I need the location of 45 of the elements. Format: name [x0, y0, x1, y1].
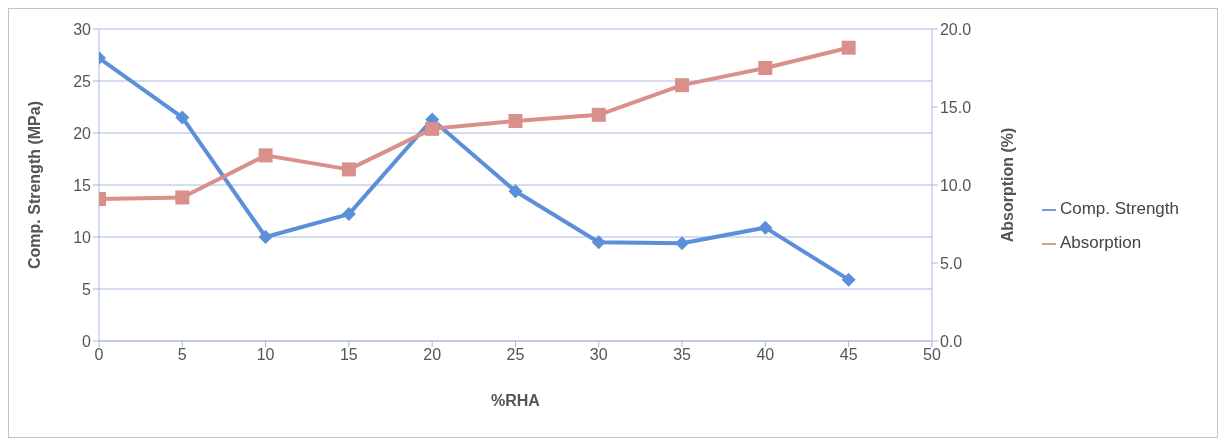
x-tick-label: 35	[673, 346, 692, 364]
y-tick-label: 0	[82, 332, 92, 350]
y-tick-label: 5	[82, 280, 92, 298]
x-tick-label: 10	[256, 346, 275, 364]
x-tick-label: 15	[339, 346, 358, 364]
y-tick-label: 30	[73, 20, 92, 38]
point	[758, 61, 773, 75]
point	[258, 148, 273, 163]
y-tick-label: 25	[73, 72, 92, 90]
point	[841, 40, 856, 55]
legend-label: Absorption	[1059, 233, 1142, 252]
x-tick-label: 20	[423, 346, 442, 364]
y2-tick-label: 5.0	[939, 254, 963, 272]
x-tick-label: 40	[756, 346, 775, 364]
x-tick-label: 5	[177, 346, 187, 364]
x-tick-label: 45	[839, 346, 858, 364]
point	[175, 110, 190, 125]
y-tick-label: 10	[73, 228, 92, 246]
y2-tick-label: 10.0	[939, 176, 972, 194]
y-axis-title: Comp. Strength (MPa)	[25, 101, 43, 269]
point	[841, 272, 856, 287]
point	[341, 162, 356, 177]
x-tick-label: 0	[94, 346, 104, 364]
point	[425, 121, 440, 136]
point	[508, 184, 523, 199]
y2-tick-label: 15.0	[939, 98, 972, 116]
y2-axis-title: Absorption (%)	[998, 127, 1016, 243]
point	[258, 230, 273, 244]
point	[341, 207, 356, 222]
x-tick-label: 25	[506, 346, 525, 364]
x-axis-title: %RHA	[491, 392, 541, 409]
point	[758, 220, 773, 235]
point	[175, 190, 190, 205]
point	[591, 235, 606, 250]
point	[591, 107, 606, 122]
y-tick-label: 20	[73, 124, 92, 142]
point	[675, 236, 690, 251]
y-tick-label: 15	[73, 176, 92, 194]
x-tick-label: 50	[923, 346, 941, 364]
legend-label: Comp. Strength	[1059, 199, 1179, 218]
y2-tick-label: 20.0	[939, 20, 972, 38]
point	[675, 78, 690, 93]
point	[508, 114, 523, 129]
y2-tick-label: 0.0	[939, 332, 963, 350]
x-tick-label: 30	[589, 346, 608, 364]
